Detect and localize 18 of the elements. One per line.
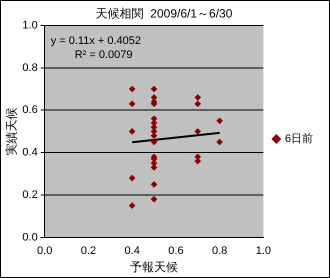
x-axis-title: 予報天候 [130, 260, 178, 274]
x-tick-label: 0.6 [168, 245, 184, 258]
y-axis-title: 実績天候 [4, 107, 19, 156]
legend-label: 6日前 [284, 133, 314, 146]
chart-title: 天候相関 2009/6/1～6/30 [96, 6, 233, 21]
annotation: y = 0.11x + 0.4052 [50, 34, 142, 47]
x-tick-label: 0.0 [37, 245, 52, 258]
y-tick-label: 0.2 [22, 189, 38, 202]
x-tick-label: 0.8 [212, 245, 228, 258]
y-tick-label: 0.0 [22, 231, 38, 244]
x-tick-label: 0.4 [124, 245, 140, 258]
annotation: R² = 0.0079 [74, 48, 132, 61]
x-tick-label: 1.0 [256, 245, 272, 258]
y-tick-label: 0.6 [22, 104, 38, 116]
y-tick-label: 1.0 [22, 19, 38, 32]
y-tick-label: 0.8 [22, 62, 38, 74]
x-tick-label: 0.2 [80, 245, 96, 258]
y-tick-label: 0.4 [22, 146, 38, 159]
